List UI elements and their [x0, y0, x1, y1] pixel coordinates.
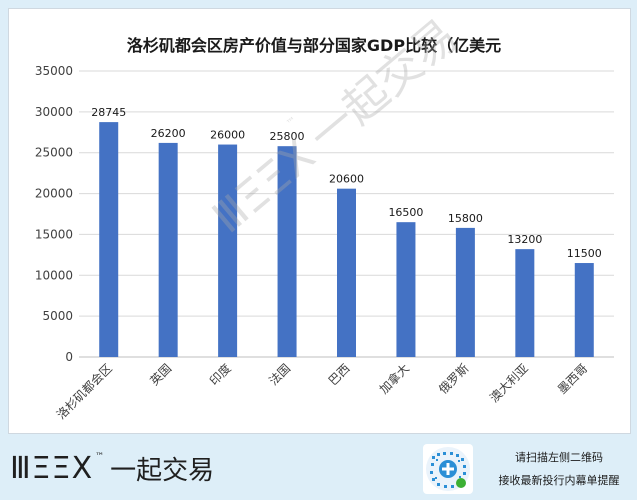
logo-trademark: ™: [95, 452, 105, 462]
logo-mark: ⅢΞΞX: [10, 450, 94, 486]
bar: [99, 122, 119, 357]
bar: [574, 263, 594, 357]
data-label: 28745: [91, 106, 126, 119]
bar: [158, 142, 178, 357]
y-tick-label: 20000: [35, 187, 73, 201]
y-tick-label: 15000: [35, 227, 73, 241]
x-tick-label: 英国: [147, 361, 174, 388]
y-tick-label: 30000: [35, 105, 73, 119]
bar: [515, 249, 535, 357]
x-tick-label: 加拿大: [376, 361, 412, 397]
logo-brand-name: 一起交易: [110, 455, 215, 486]
y-tick-label: 0: [65, 350, 73, 364]
data-label: 13200: [507, 233, 542, 246]
chart-panel: 洛杉矶都会区房产价值与部分国家GDP比较（亿美元 0 5000 10000 15000…: [8, 8, 631, 434]
y-axis-ticks: 0 5000 10000 15000 20000 25000 30000 35000: [35, 64, 73, 364]
data-label: 11500: [567, 247, 602, 260]
x-axis-ticks: 洛杉矶都会区 英国 印度 法国 巴西 加拿大 俄罗斯 澳大利亚 墨西哥: [53, 361, 590, 423]
y-tick-label: 5000: [42, 309, 73, 323]
promo-text: 请扫描左侧二维码 接收最新投行内幕单提醒: [484, 446, 634, 492]
data-label: 26000: [210, 129, 245, 142]
qr-code-icon[interactable]: [423, 444, 473, 494]
footer-banner: ⅢΞΞX ™ 一起交易: [0, 436, 637, 500]
data-label: 16500: [388, 206, 423, 219]
data-label: 20600: [329, 173, 364, 186]
x-tick-label: 巴西: [326, 361, 353, 388]
footer-logo[interactable]: ⅢΞΞX ™ 一起交易: [10, 446, 214, 490]
bar: [218, 144, 238, 357]
data-labels: 28745 26200 26000 25800 20600 16500 15800 13200…: [91, 106, 602, 260]
x-tick-label: 洛杉矶都会区: [53, 361, 115, 423]
x-tick-label: 澳大利亚: [487, 361, 531, 405]
y-tick-label: 35000: [35, 64, 73, 78]
x-tick-label: 俄罗斯: [436, 361, 471, 396]
x-tick-label: 法国: [266, 361, 293, 388]
data-label: 25800: [270, 130, 305, 143]
bar: [455, 227, 475, 357]
x-tick-label: 墨西哥: [555, 361, 590, 396]
y-tick-label: 25000: [35, 146, 73, 160]
x-tick-label: 印度: [206, 361, 234, 389]
bar: [277, 146, 297, 357]
bar: [337, 188, 356, 357]
bar-chart: 洛杉矶都会区房产价值与部分国家GDP比较（亿美元 0 5000 10000 15000…: [35, 36, 614, 423]
promo-line-1: 请扫描左侧二维码: [515, 451, 603, 464]
bars: [99, 122, 594, 357]
promo-line-2: 接收最新投行内幕单提醒: [498, 474, 620, 487]
data-label: 15800: [448, 212, 483, 225]
chart-title: 洛杉矶都会区房产价值与部分国家GDP比较（亿美元: [127, 36, 501, 55]
y-tick-label: 10000: [35, 268, 73, 282]
bar: [396, 222, 416, 357]
data-label: 26200: [151, 127, 186, 140]
